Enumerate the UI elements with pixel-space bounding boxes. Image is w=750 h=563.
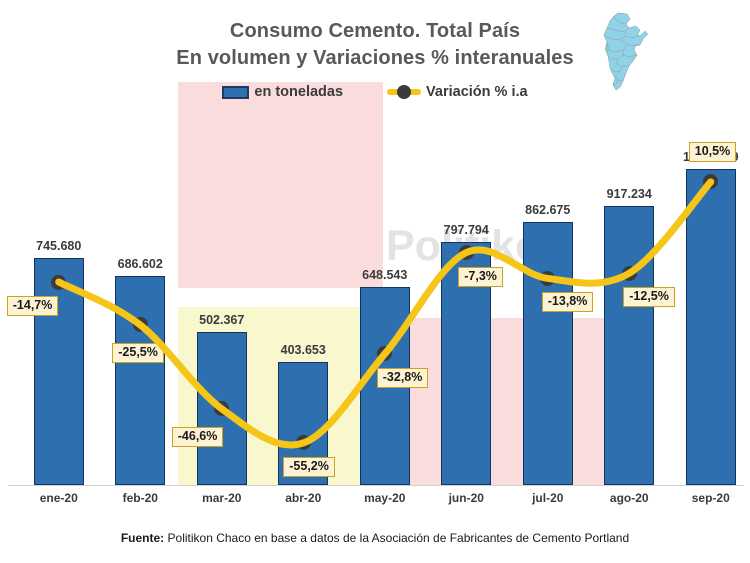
x-axis-tick-jul-20: jul-20 [532, 491, 564, 505]
variation-label-mar-20: -46,6% [171, 426, 224, 447]
x-axis-line [8, 485, 744, 486]
bar-ene-20[interactable] [33, 257, 84, 485]
argentina-map-icon [603, 12, 649, 91]
bar-value-label: 403.653 [280, 343, 326, 358]
x-axis-tick-ene-20: ene-20 [39, 491, 78, 505]
x-axis-tick-mar-20: mar-20 [202, 491, 242, 505]
variation-label-sep-20: 10,5% [688, 141, 737, 162]
x-axis-tick-abr-20: abr-20 [285, 491, 322, 505]
bar-sep-20[interactable] [685, 169, 736, 485]
variation-label-ago-20: -12,5% [623, 287, 675, 308]
bar-value-label: 797.794 [443, 223, 489, 238]
bar-value-label: 502.367 [199, 313, 245, 327]
x-axis-tick-sep-20: sep-20 [691, 491, 730, 505]
source-label: Fuente: [120, 531, 165, 545]
x-axis-tick-feb-20: feb-20 [122, 491, 158, 505]
variation-label-may-20: -32,8% [376, 367, 429, 388]
x-axis-tick-jun-20: jun-20 [448, 491, 484, 505]
chart-title: Consumo Cemento. Total País En volumen y… [0, 18, 750, 72]
x-axis-tick-may-20: may-20 [364, 491, 406, 505]
bar-value-label: 862.675 [525, 203, 571, 218]
variation-label-feb-20: -25,5% [112, 342, 164, 363]
bar-value-label: 917.234 [606, 186, 652, 201]
x-axis-tick-ago-20: ago-20 [609, 491, 649, 505]
chart-title-line-2: En volumen y Variaciones % interanuales [176, 47, 574, 69]
source-text: Politikon Chaco en base a datos de la As… [164, 531, 630, 545]
variation-line-path [55, 178, 715, 449]
source-footnote: Fuente: Politikon Chaco en base a datos … [0, 531, 750, 545]
variation-label-abr-20: -55,2% [283, 456, 335, 477]
bar-value-label: 686.602 [117, 256, 163, 271]
chart-title-line-1: Consumo Cemento. Total País [229, 20, 521, 42]
bar-value-label: 745.680 [36, 238, 82, 253]
bar-value-label: 648.543 [362, 268, 408, 283]
bar-jul-20[interactable] [522, 222, 573, 485]
highlight-band-pink-lower [408, 318, 607, 485]
highlight-band-pink-upper [178, 82, 383, 288]
variation-label-ene-20: -14,7% [6, 296, 59, 316]
bar-ago-20[interactable] [604, 205, 655, 485]
variation-label-jul-20: -13,8% [541, 292, 594, 313]
variation-label-jun-20: -7,3% [458, 266, 503, 287]
